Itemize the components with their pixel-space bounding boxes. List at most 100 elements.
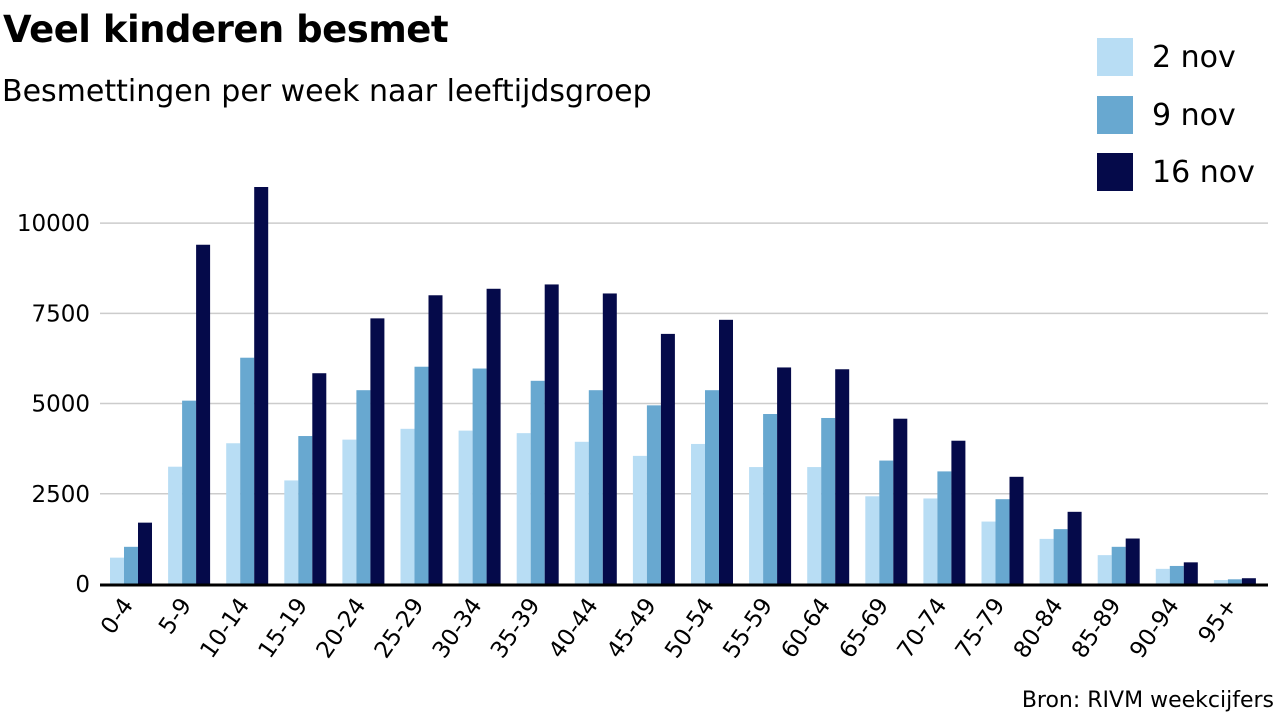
bar-10-14-16-nov [254, 187, 269, 584]
y-axis-ticks: 0 2500 5000 7500 10000 [17, 211, 90, 598]
bar-60-64-9-nov [821, 417, 836, 584]
bar-70-74-9-nov [937, 471, 952, 584]
x-tick-label: 25-29 [370, 594, 430, 664]
bar-5-9-9-nov [182, 400, 197, 584]
bar-30-34-16-nov [486, 288, 501, 584]
bar-60-64-16-nov [835, 369, 850, 584]
bar-20-24-9-nov [356, 390, 371, 584]
legend-swatch-9-nov [1097, 96, 1133, 134]
bar-30-34-9-nov [472, 368, 487, 584]
bar-35-39-9-nov [530, 380, 545, 584]
bar-80-84-9-nov [1053, 529, 1068, 584]
x-tick-label: 60-64 [776, 594, 836, 664]
bar-65-69-9-nov [879, 460, 894, 584]
bar-45-49-2-nov [632, 455, 647, 584]
x-tick-label: 45-49 [602, 594, 662, 664]
bar-90-94-9-nov [1169, 565, 1184, 584]
bar-95+-16-nov [1241, 578, 1256, 584]
x-tick-label: 40-44 [544, 594, 604, 664]
x-tick-label: 5-9 [154, 594, 197, 640]
bar-0-4-16-nov [138, 522, 152, 584]
y-tick-label: 10000 [17, 211, 90, 237]
bar-40-44-2-nov [574, 441, 589, 584]
y-tick-label: 5000 [31, 392, 90, 418]
bars [110, 187, 1256, 584]
x-tick-label: 80-84 [1009, 594, 1069, 664]
x-tick-label: 20-24 [312, 594, 372, 664]
bar-85-89-9-nov [1111, 546, 1126, 584]
x-tick-label: 85-89 [1067, 594, 1127, 664]
bar-75-79-2-nov [981, 521, 996, 584]
chart-subtitle: Besmettingen per week naar leeftijdsgroe… [2, 74, 652, 109]
x-tick-label: 95+ [1194, 594, 1243, 649]
bar-65-69-2-nov [865, 496, 880, 584]
bar-95+-9-nov [1227, 579, 1242, 584]
x-tick-label: 70-74 [893, 594, 953, 664]
bar-15-19-16-nov [312, 373, 327, 584]
bar-90-94-16-nov [1183, 562, 1198, 584]
bar-85-89-16-nov [1125, 538, 1140, 584]
bar-35-39-16-nov [544, 284, 559, 584]
x-tick-label: 75-79 [951, 594, 1011, 664]
bar-60-64-2-nov [807, 467, 822, 584]
bar-35-39-2-nov [516, 433, 531, 584]
bar-50-54-2-nov [691, 443, 705, 584]
x-axis-ticks: 0-4 5-910-1415-1920-2425-2930-3435-3940-4… [96, 594, 1243, 664]
gridlines [100, 222, 1268, 495]
x-tick-label: 90-94 [1125, 594, 1185, 664]
bar-70-74-16-nov [951, 440, 966, 584]
bar-85-89-2-nov [1097, 555, 1112, 584]
bar-45-49-9-nov [646, 405, 661, 584]
bar-40-44-9-nov [588, 390, 603, 584]
bar-20-24-16-nov [370, 318, 385, 584]
y-tick-label: 0 [75, 572, 90, 598]
x-tick-label: 55-59 [718, 594, 778, 664]
x-tick-label: 30-34 [428, 594, 488, 664]
bar-40-44-16-nov [602, 293, 617, 584]
bar-75-79-9-nov [995, 499, 1010, 584]
bar-30-34-2-nov [458, 430, 473, 584]
legend-item-9-nov: 9 nov [1097, 96, 1277, 134]
bar-15-19-2-nov [284, 480, 299, 584]
bar-80-84-2-nov [1039, 538, 1054, 584]
bar-20-24-2-nov [342, 439, 357, 584]
legend-label-16-nov: 16 nov [1152, 154, 1255, 190]
x-tick-label: 0-4 [96, 594, 139, 640]
legend-label-9-nov: 9 nov [1152, 97, 1236, 133]
bar-0-4-2-nov [110, 557, 124, 584]
x-tick-label: 15-19 [254, 594, 314, 664]
bar-25-29-2-nov [400, 428, 415, 584]
legend-swatch-2-nov [1097, 38, 1133, 76]
bar-50-54-9-nov [705, 390, 719, 584]
bar-15-19-9-nov [298, 436, 313, 584]
bar-80-84-16-nov [1067, 511, 1082, 584]
bar-95+-2-nov [1213, 580, 1228, 584]
bar-45-49-16-nov [660, 333, 675, 584]
x-tick-label: 65-69 [835, 594, 895, 664]
bar-25-29-16-nov [428, 295, 443, 584]
y-tick-label: 2500 [31, 482, 90, 508]
chart-title: Veel kinderen besmet [3, 8, 449, 51]
legend-label-2-nov: 2 nov [1152, 39, 1236, 75]
x-tick-label: 50-54 [660, 594, 720, 664]
legend-item-2-nov: 2 nov [1097, 38, 1277, 76]
x-tick-label: 10-14 [195, 594, 255, 664]
bar-55-59-16-nov [777, 367, 792, 584]
legend-item-16-nov: 16 nov [1097, 153, 1277, 191]
legend: 2 nov 9 nov 16 nov [1097, 38, 1277, 198]
bar-90-94-2-nov [1155, 568, 1170, 584]
bar-5-9-16-nov [196, 244, 211, 584]
bar-0-4-9-nov [124, 546, 138, 584]
bar-70-74-2-nov [923, 498, 938, 584]
bar-25-29-9-nov [414, 366, 429, 584]
y-tick-label: 7500 [31, 301, 90, 327]
legend-swatch-16-nov [1097, 153, 1133, 191]
bar-55-59-2-nov [749, 467, 764, 584]
bar-55-59-9-nov [763, 414, 778, 584]
bar-50-54-16-nov [719, 319, 733, 584]
source-note: Bron: RIVM weekcijfers [1021, 688, 1274, 713]
x-tick-label: 35-39 [486, 594, 546, 664]
bar-75-79-16-nov [1009, 476, 1024, 584]
bar-65-69-16-nov [893, 418, 908, 584]
